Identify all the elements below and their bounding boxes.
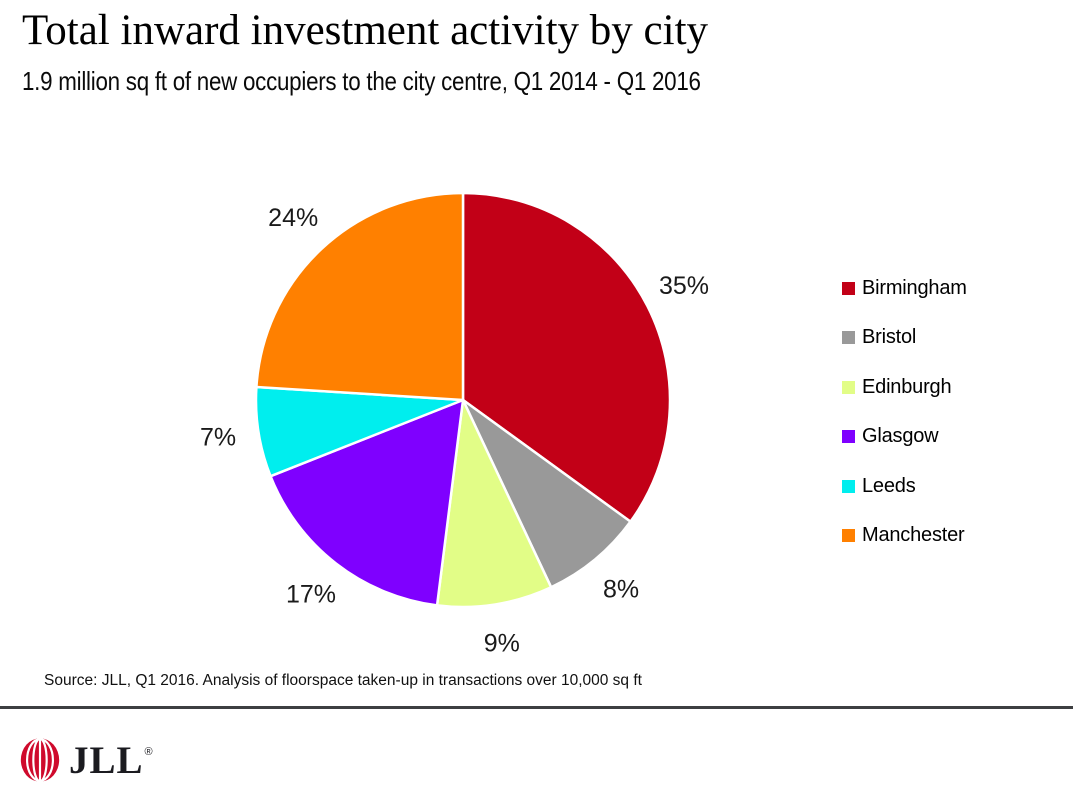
legend-swatch-edinburgh	[842, 380, 855, 394]
legend: Birmingham Bristol Edinburgh Glasgow Leeds Ma…	[842, 277, 967, 547]
registered-trademark-icon: ®	[144, 745, 154, 758]
legend-item-birmingham: Birmingham	[842, 277, 967, 299]
pie-slice-manchester	[255, 191, 465, 402]
page-subtitle: 1.9 million sq ft of new occupiers to th…	[22, 66, 701, 96]
legend-label-manchester: Manchester	[862, 524, 965, 546]
pie-label-bristol: 8%	[603, 576, 639, 604]
pie-label-edinburgh: 9%	[484, 630, 520, 658]
jll-logo-mark	[20, 737, 60, 783]
legend-swatch-birmingham	[842, 281, 855, 295]
legend-item-glasgow: Glasgow	[842, 425, 967, 448]
legend-item-edinburgh: Edinburgh	[842, 376, 967, 398]
pie-chart: 35% 8% 9% 17% 7% 24%	[150, 148, 790, 664]
pie-slice-bristol	[461, 398, 632, 589]
footer-divider	[0, 706, 1073, 709]
legend-swatch-glasgow	[842, 430, 855, 443]
jll-logo: JLL®	[20, 737, 154, 783]
legend-swatch-leeds	[842, 479, 855, 493]
jll-logo-text: JLL®	[69, 741, 154, 780]
legend-label-bristol: Bristol	[862, 326, 917, 348]
legend-swatch-bristol	[842, 331, 855, 344]
pie-slice-birmingham	[461, 191, 672, 523]
pie-slice-glasgow	[269, 398, 465, 607]
pie-label-birmingham: 35%	[659, 272, 709, 300]
legend-swatch-manchester	[842, 529, 855, 542]
pie-slice-edinburgh	[435, 398, 553, 609]
pie-label-manchester: 24%	[268, 204, 318, 232]
legend-label-glasgow: Glasgow	[862, 425, 939, 447]
legend-item-leeds: Leeds	[842, 475, 967, 497]
legend-label-birmingham: Birmingham	[862, 276, 967, 299]
legend-item-bristol: Bristol	[842, 326, 967, 349]
pie-chart-svg: 35% 8% 9% 17% 7% 24%	[200, 191, 709, 658]
pie-label-leeds: 7%	[200, 423, 236, 451]
source-note: Source: JLL, Q1 2016. Analysis of floors…	[44, 672, 642, 689]
legend-label-leeds: Leeds	[862, 474, 916, 497]
jll-logo-letters: JLL	[69, 738, 144, 782]
legend-item-manchester: Manchester	[842, 524, 967, 547]
page-title: Total inward investment activity by city	[22, 7, 709, 54]
pie-label-glasgow: 17%	[286, 581, 336, 609]
legend-label-edinburgh: Edinburgh	[862, 375, 952, 398]
